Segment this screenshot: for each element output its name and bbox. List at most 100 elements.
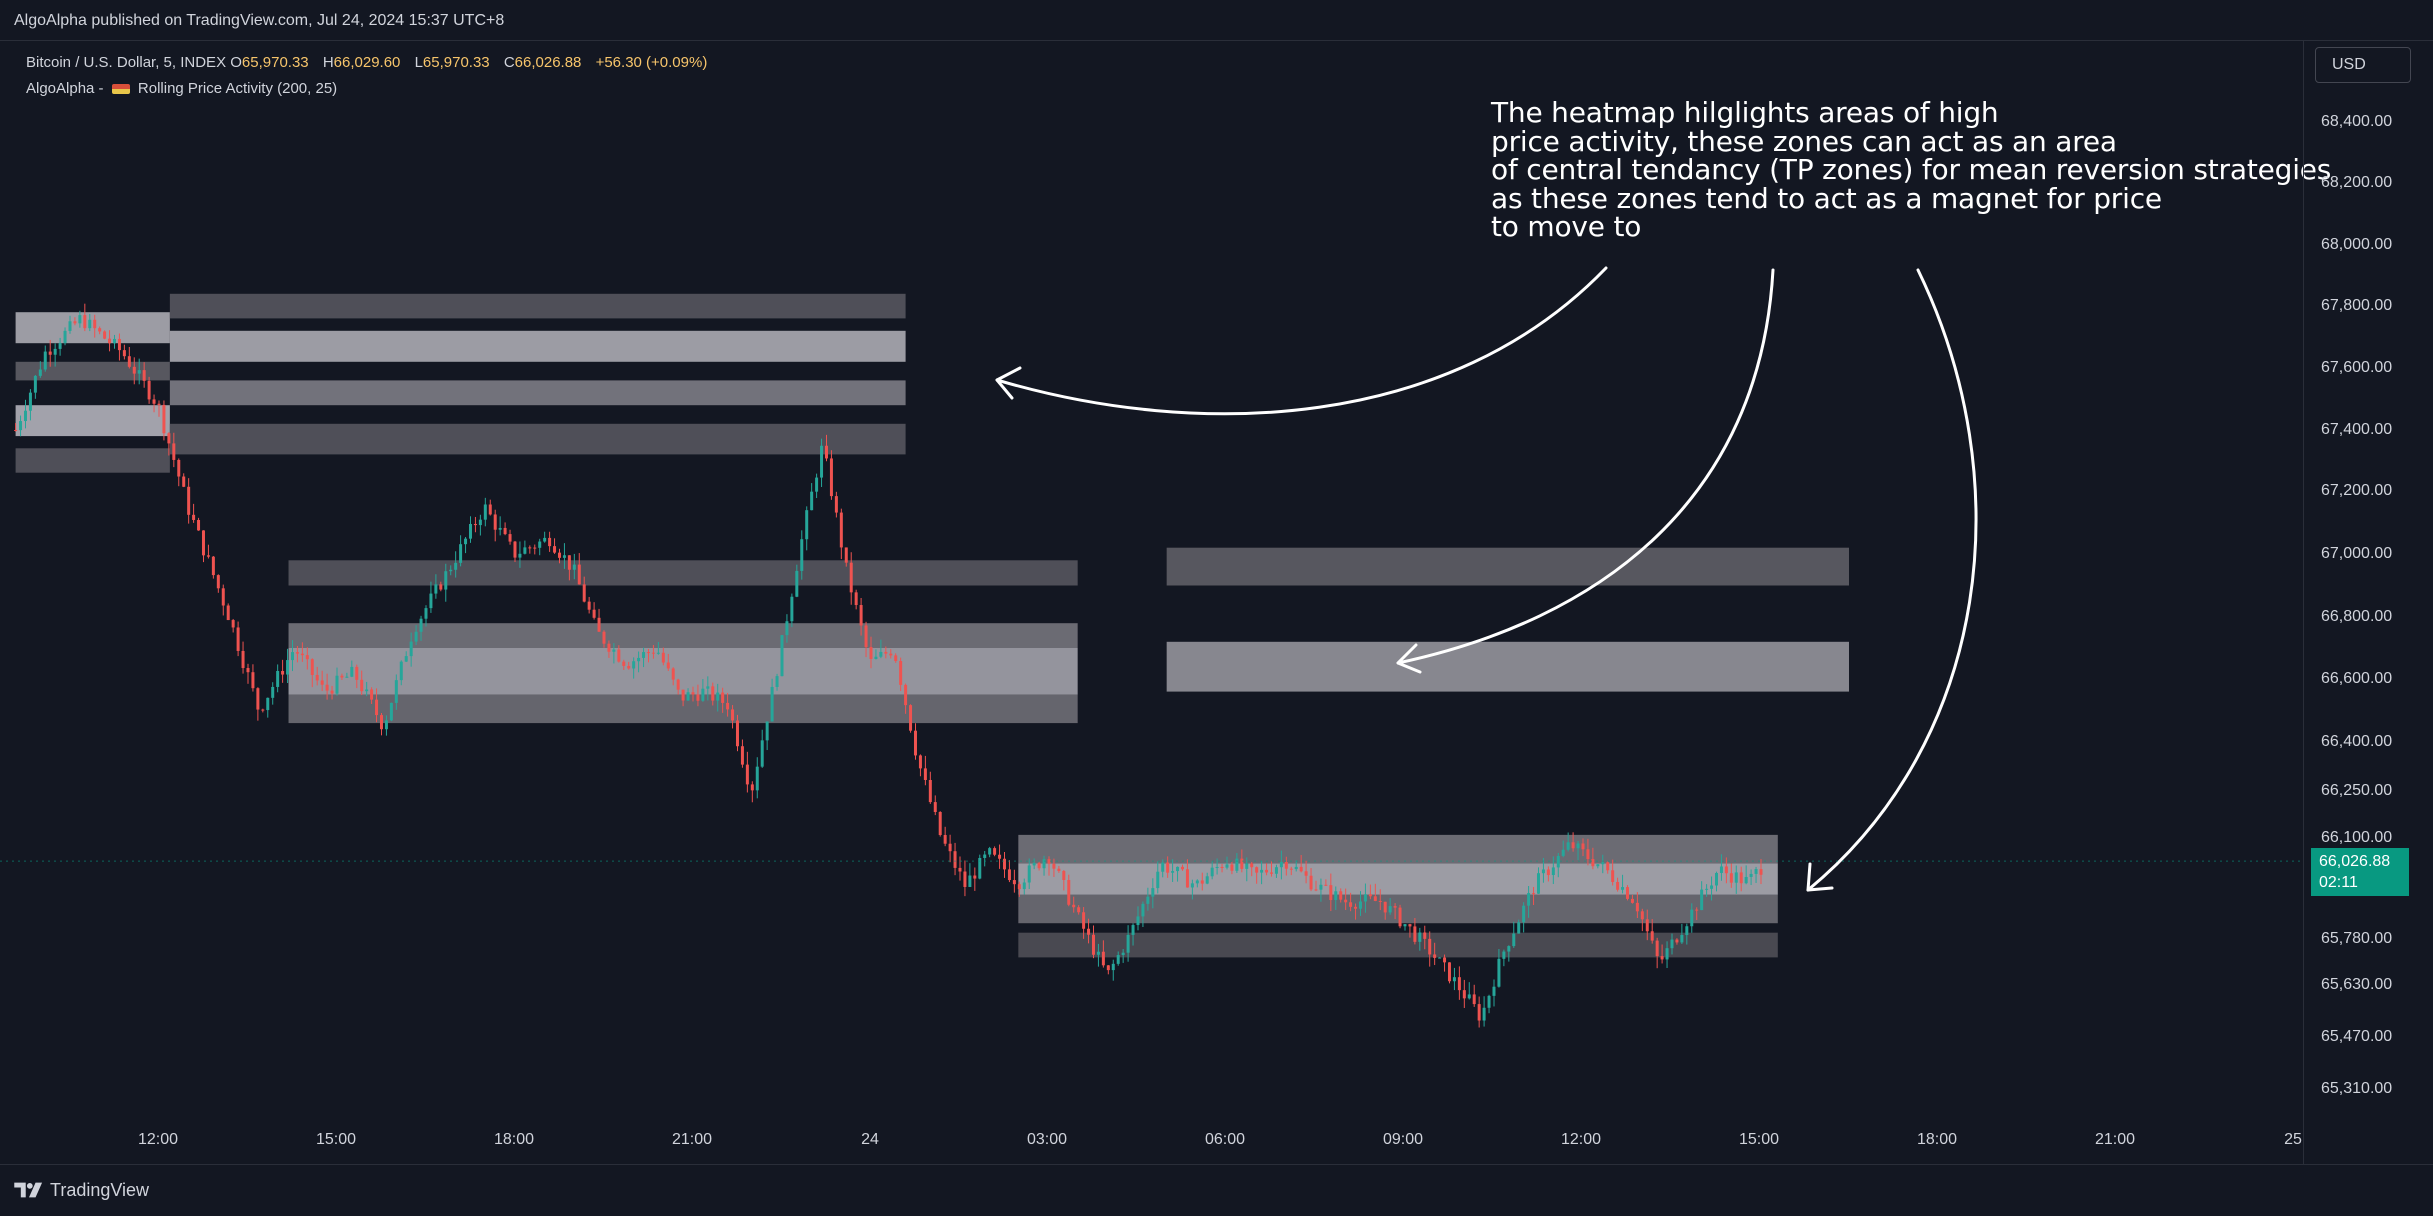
time-tick-label: 09:00 [1382, 1131, 1424, 1148]
candle [933, 795, 937, 816]
candle [1660, 944, 1664, 964]
annotation-line: to move to [1491, 210, 1642, 243]
candle [1645, 909, 1649, 941]
candle [1749, 869, 1753, 886]
heatmap-band [169, 380, 906, 406]
candle [874, 649, 878, 660]
candle [582, 576, 586, 603]
symbol-legend-row[interactable]: Bitcoin / U.S. Dollar, 5, INDEX O65,970.… [26, 53, 707, 79]
candle [103, 330, 107, 340]
candle [216, 574, 220, 593]
candle [978, 854, 982, 880]
candle [226, 603, 230, 621]
candle [953, 842, 957, 876]
heatmap-band [169, 293, 906, 319]
tradingview-logo-icon[interactable] [14, 1181, 44, 1199]
candle [849, 552, 853, 605]
candle [755, 757, 759, 799]
candle [548, 531, 552, 552]
candle [1274, 864, 1278, 878]
candle [1714, 871, 1718, 892]
price-tick-label: 65,630.00 [2321, 976, 2393, 993]
candle [1072, 896, 1076, 913]
candle [735, 714, 739, 752]
candle [251, 664, 255, 692]
candle [295, 645, 299, 663]
candle [538, 538, 542, 556]
candle [1507, 945, 1511, 962]
candle [726, 692, 730, 717]
candle [424, 605, 428, 627]
candle [38, 361, 42, 378]
candle [963, 860, 967, 897]
heatmap-band [1018, 894, 1778, 924]
candle [800, 530, 804, 580]
candle [622, 659, 626, 671]
annotation-arrow [995, 266, 1608, 416]
candle [770, 678, 774, 722]
price-tick-label: 67,000.00 [2321, 545, 2393, 562]
candle [1675, 938, 1679, 945]
low-value: 65,970.33 [422, 54, 490, 71]
candle [414, 625, 418, 646]
tradingview-brand[interactable]: TradingView [50, 1180, 150, 1200]
price-axis[interactable]: 68,400.00 68,200.00 68,000.00 67,800.00 67,6… [2303, 40, 2433, 1165]
candle [988, 846, 992, 858]
chart-plot-area[interactable] [0, 40, 2303, 1165]
candle [805, 506, 809, 551]
price-tick-label: 68,000.00 [2321, 236, 2393, 253]
candle [943, 826, 947, 847]
candle [147, 376, 151, 404]
candle [503, 522, 507, 536]
candle [1087, 918, 1091, 944]
candle [938, 811, 942, 837]
change-value: +56.30 (+0.09%) [595, 54, 708, 71]
price-chart[interactable] [0, 40, 2303, 1165]
candle [419, 615, 423, 641]
time-tick-label: 03:00 [1026, 1131, 1068, 1148]
candle [666, 653, 670, 671]
candle [829, 450, 833, 500]
candle [399, 660, 403, 686]
candle [88, 313, 92, 332]
candle [206, 544, 210, 559]
arrow-head [1806, 862, 1834, 892]
candle [483, 497, 487, 527]
annotation-line: as these zones tend to act as a magnet f… [1491, 181, 2162, 215]
indicator-legend-row[interactable]: AlgoAlpha - Rolling Price Activity (200,… [26, 79, 707, 105]
candle [1279, 850, 1283, 880]
candle [1057, 865, 1061, 873]
arrow-head [1396, 643, 1422, 674]
candle [617, 645, 621, 663]
candle [276, 664, 280, 693]
candle [889, 649, 893, 659]
candle [1462, 979, 1466, 1008]
candle [409, 632, 413, 667]
time-tick-label: 21:00 [671, 1131, 713, 1148]
candle [201, 530, 205, 563]
candle [1299, 855, 1303, 873]
annotation-line: The heatmap hilglights areas of high [1491, 96, 1999, 129]
candle [923, 755, 927, 786]
price-tick-label: 66,600.00 [2321, 670, 2393, 687]
currency-button[interactable]: USD [2315, 47, 2411, 83]
candle [310, 658, 314, 688]
candle [394, 674, 398, 710]
candle [1665, 941, 1669, 969]
candle [1556, 852, 1560, 878]
chart-frame [0, 40, 2433, 1165]
candle [1017, 881, 1021, 897]
candle [1729, 863, 1733, 888]
candle [493, 509, 497, 542]
close-key: C [503, 54, 515, 71]
candle [1324, 879, 1328, 886]
candle [651, 645, 655, 659]
candle [1062, 869, 1066, 891]
price-tick-label: 66,100.00 [2321, 829, 2393, 846]
time-tick-label: 21:00 [2094, 1131, 2136, 1148]
heatmap-band [15, 448, 170, 473]
candle [1195, 879, 1199, 888]
candle [360, 670, 364, 696]
candle [671, 667, 675, 686]
candle [305, 647, 309, 670]
